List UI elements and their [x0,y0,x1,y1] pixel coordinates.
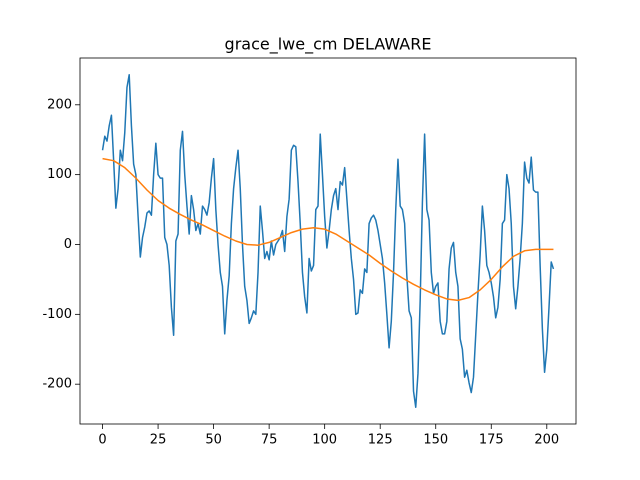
chart-title: grace_lwe_cm DELAWARE [225,35,432,55]
y-tick-label: 200 [47,97,72,112]
x-tick-label: 25 [150,433,167,448]
x-tick-label: 150 [423,433,448,448]
plot-frame [79,57,577,425]
y-tick-label: -100 [42,307,72,322]
data-line [101,74,555,408]
x-tick-label: 200 [534,433,559,448]
x-tick-label: 50 [205,433,222,448]
y-tick-label: -200 [42,377,72,392]
x-tick-label: 75 [261,433,278,448]
y-tick-label: 0 [64,237,72,252]
x-tick-label: 100 [312,433,337,448]
x-tick-label: 0 [98,433,106,448]
y-tick-label: 100 [47,167,72,182]
x-tick-label: 175 [479,433,504,448]
data-line [102,157,554,302]
x-tick-label: 125 [368,433,393,448]
